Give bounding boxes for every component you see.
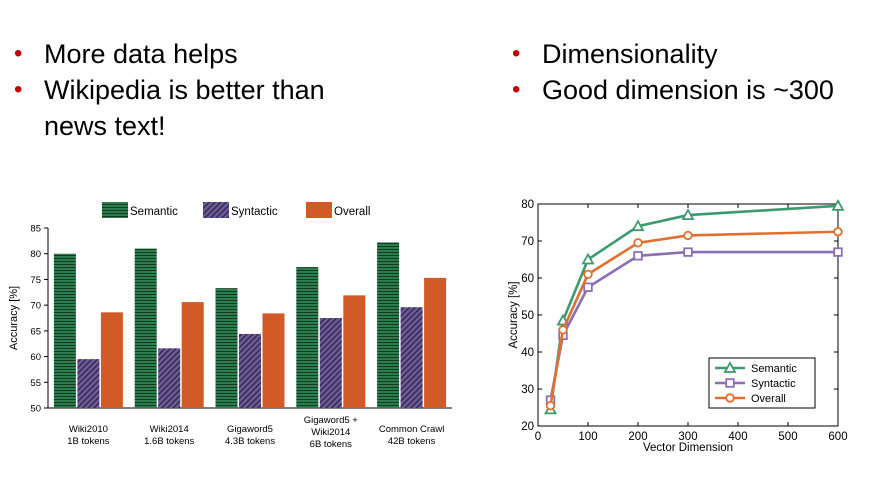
line-chart: 0 100 200 300 400 500 600 20 30 40 50 60 70 80 Vector … <box>508 198 848 454</box>
series-line-overall <box>549 230 839 406</box>
y-tick-label: 30 <box>521 384 534 396</box>
right-bullet-list: • Dimensionality • Good dimension is ~300 <box>506 36 876 108</box>
y-axis-label: Accuracy [%] <box>508 281 520 348</box>
legend-label: Overall <box>751 393 786 405</box>
x-axis-label: Vector Dimension <box>643 442 733 454</box>
data-point-syntactic <box>683 247 693 257</box>
bar-syntactic <box>77 359 100 408</box>
bar-syntactic <box>239 333 261 408</box>
legend-marker-semantic <box>723 361 737 373</box>
legend-swatch-overall <box>306 202 332 218</box>
data-point-overall <box>833 227 843 237</box>
y-tick-label: 55 <box>30 378 41 389</box>
bar-overall <box>181 302 204 408</box>
y-axis-label: Accuracy [%] <box>8 286 20 350</box>
legend-label: Syntactic <box>231 206 278 218</box>
y-tick-label: 75 <box>30 275 41 286</box>
bullet-text: Good dimension is ~300 <box>542 75 834 105</box>
y-tick-label: 40 <box>521 347 534 359</box>
y-tick-label: 50 <box>30 404 41 415</box>
x-tick-label: 300 <box>678 431 697 443</box>
x-category-label: Wiki2014 <box>150 424 189 435</box>
data-point-overall <box>583 269 593 279</box>
x-category-label: Common Crawl <box>379 424 444 435</box>
x-category-label: Gigaword5 + <box>304 415 359 426</box>
bullet-item: • Good dimension is ~300 <box>506 72 876 108</box>
y-tick-label: 80 <box>30 249 41 260</box>
bar-overall <box>262 313 285 408</box>
bullet-dot-icon: • <box>14 76 23 103</box>
bar-semantic <box>296 267 319 408</box>
bar-overall <box>424 277 447 408</box>
data-point-syntactic <box>833 247 843 257</box>
x-category-label: 1B tokens <box>67 436 109 447</box>
x-tick-label: 0 <box>535 431 541 443</box>
legend-label: Semantic <box>751 363 797 375</box>
bullet-item: • More data helps <box>8 36 388 72</box>
legend-label: Syntactic <box>751 378 796 390</box>
legend-marker-syntactic <box>725 378 735 388</box>
bar-semantic <box>134 248 157 408</box>
bullet-dot-icon: • <box>14 40 23 67</box>
legend-swatch-semantic <box>102 202 128 218</box>
bar-semantic <box>377 242 400 408</box>
x-category-label: 1.6B tokens <box>144 436 194 447</box>
y-tick-label: 50 <box>521 310 534 322</box>
data-point-overall <box>633 238 643 248</box>
bar-semantic <box>215 288 238 408</box>
bar-overall <box>343 295 366 408</box>
x-category-label: 42B tokens <box>388 436 436 447</box>
data-point-semantic <box>631 219 645 232</box>
data-point-semantic <box>581 252 595 265</box>
legend-marker-overall <box>725 393 735 403</box>
bullet-text: Dimensionality <box>542 39 718 69</box>
y-tick-label: 70 <box>521 236 534 248</box>
bar-overall <box>100 312 123 408</box>
data-point-overall <box>545 400 556 411</box>
y-tick-label: 80 <box>521 199 534 211</box>
y-tick-label: 60 <box>521 273 534 285</box>
bullet-text: More data helps <box>44 39 238 69</box>
y-tick-label: 60 <box>30 352 41 363</box>
data-point-overall <box>683 230 693 241</box>
bullet-item: • Dimensionality <box>506 36 876 72</box>
data-point-overall <box>558 325 568 335</box>
x-tick-label: 100 <box>578 431 597 443</box>
data-point-syntactic <box>633 251 643 261</box>
x-tick-label: 200 <box>628 431 647 443</box>
bullet-dot-icon: • <box>512 40 521 67</box>
bar-syntactic <box>400 307 423 408</box>
data-point-semantic <box>681 208 695 221</box>
x-tick-label: 600 <box>828 431 847 443</box>
x-tick-label: 400 <box>728 431 747 443</box>
x-category-label: 4.3B tokens <box>225 436 275 447</box>
y-tick-label: 85 <box>30 224 41 235</box>
y-tick-label: 65 <box>30 326 41 337</box>
x-category-label: Gigaword5 <box>227 424 273 435</box>
bullet-dot-icon: • <box>512 76 521 103</box>
x-category-label: 6B tokens <box>310 439 352 450</box>
bullet-text: Wikipedia is better than news text! <box>44 75 325 141</box>
data-point-syntactic <box>583 282 593 292</box>
bar-syntactic <box>319 318 342 408</box>
y-tick-label: 70 <box>30 301 41 312</box>
legend-label: Semantic <box>130 206 178 218</box>
data-point-semantic <box>831 198 845 211</box>
x-category-label: Wiki2010 <box>69 424 108 435</box>
bullet-item: • Wikipedia is better than news text! <box>8 72 388 144</box>
x-tick-label: 500 <box>778 431 797 443</box>
left-bullet-list: • More data helps • Wikipedia is better th… <box>8 36 388 144</box>
bar-syntactic <box>158 348 181 408</box>
y-tick-label: 20 <box>521 421 534 433</box>
bar-semantic <box>53 253 76 408</box>
x-category-label: Wiki2014 <box>311 427 350 438</box>
legend-swatch-syntactic <box>203 202 229 218</box>
legend-label: Overall <box>334 206 370 218</box>
